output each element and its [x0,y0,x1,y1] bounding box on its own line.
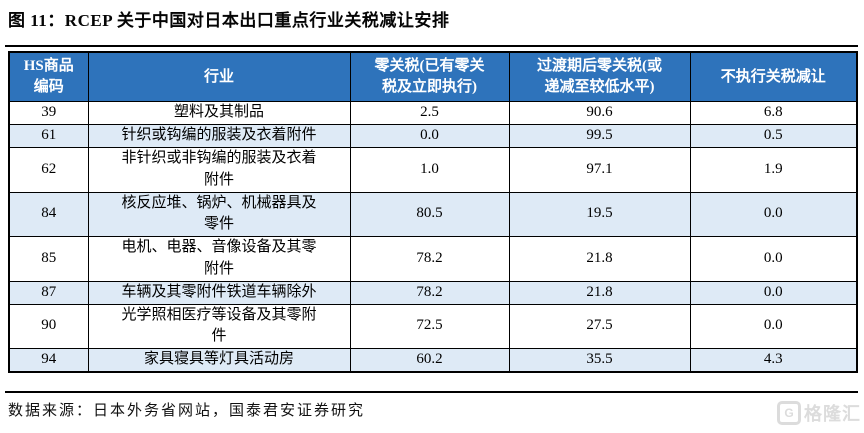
table-row: 61 针织或钩编的服装及衣着附件 0.0 99.5 0.5 [8,124,858,148]
table-row: 62 非针织或非钩编的服装及衣着 附件 1.0 97.1 1.9 [8,147,858,193]
table-header-row: HS商品 编码 行业 零关税(已有零关 税及立即执行) 过渡期后零关税(或 递减… [8,51,858,102]
zero-tariff-cell: 72.5 [349,303,510,349]
industry-cell: 电机、电器、音像设备及其零 附件 [87,236,351,282]
bottom-rule [5,391,858,393]
no-reduction-cell: 4.3 [689,348,858,373]
hs-code-cell: 39 [8,101,89,125]
post-transition-cell: 90.6 [508,101,691,125]
industry-cell: 针织或钩编的服装及衣着附件 [87,124,351,148]
table-body: 39 塑料及其制品 2.5 90.6 6.8 61 针织或钩编的服装及衣着附件 … [8,101,858,373]
no-reduction-cell: 1.9 [689,147,858,193]
post-transition-cell: 97.1 [508,147,691,193]
figure-title: 图 11：RCEP 关于中国对日本出口重点行业关税减让安排 [8,11,450,30]
zero-tariff-cell: 2.5 [349,101,510,125]
table-row: 84 核反应堆、锅炉、机械器具及 零件 80.5 19.5 0.0 [8,191,858,237]
zero-tariff-cell: 0.0 [349,124,510,148]
hs-code-cell: 85 [8,236,89,282]
industry-cell: 车辆及其零附件铁道车辆除外 [87,280,351,305]
post-transition-cell: 21.8 [508,236,691,282]
industry-cell: 光学照相医疗等设备及其零附 件 [87,303,351,349]
gelonghui-logo-icon: G [777,401,801,425]
table-row: 90 光学照相医疗等设备及其零附 件 72.5 27.5 0.0 [8,303,858,349]
hs-code-cell: 62 [8,147,89,193]
post-transition-cell: 35.5 [508,348,691,373]
gelonghui-watermark: G 格隆汇 [777,400,861,426]
col-header-zero-tariff: 零关税(已有零关 税及立即执行) [349,51,510,102]
zero-tariff-cell: 1.0 [349,147,510,193]
zero-tariff-cell: 80.5 [349,191,510,237]
no-reduction-cell: 0.5 [689,124,858,148]
post-transition-cell: 19.5 [508,191,691,237]
hs-code-cell: 84 [8,191,89,237]
table-row: 85 电机、电器、音像设备及其零 附件 78.2 21.8 0.0 [8,236,858,282]
data-source-note: 数据来源：日本外务省网站，国泰君安证券研究 [8,403,366,419]
table-row: 94 家具寝具等灯具活动房 60.2 35.5 4.3 [8,348,858,373]
zero-tariff-cell: 78.2 [349,280,510,305]
table-row: 39 塑料及其制品 2.5 90.6 6.8 [8,101,858,125]
no-reduction-cell: 0.0 [689,303,858,349]
zero-tariff-cell: 78.2 [349,236,510,282]
hs-code-cell: 61 [8,124,89,148]
col-header-no-reduction: 不执行关税减让 [689,51,858,102]
post-transition-cell: 99.5 [508,124,691,148]
top-rule [5,45,858,47]
tariff-table: HS商品 编码 行业 零关税(已有零关 税及立即执行) 过渡期后零关税(或 递减… [8,51,858,373]
industry-cell: 塑料及其制品 [87,101,351,125]
post-transition-cell: 27.5 [508,303,691,349]
gelonghui-logo-text: 格隆汇 [804,404,861,424]
table-row: 87 车辆及其零附件铁道车辆除外 78.2 21.8 0.0 [8,280,858,305]
industry-cell: 家具寝具等灯具活动房 [87,348,351,373]
col-header-hs-code: HS商品 编码 [8,51,89,102]
no-reduction-cell: 0.0 [689,280,858,305]
hs-code-cell: 90 [8,303,89,349]
col-header-post-transition: 过渡期后零关税(或 递减至较低水平) [508,51,691,102]
no-reduction-cell: 0.0 [689,236,858,282]
hs-code-cell: 87 [8,280,89,305]
no-reduction-cell: 0.0 [689,191,858,237]
hs-code-cell: 94 [8,348,89,373]
zero-tariff-cell: 60.2 [349,348,510,373]
industry-cell: 核反应堆、锅炉、机械器具及 零件 [87,191,351,237]
post-transition-cell: 21.8 [508,280,691,305]
industry-cell: 非针织或非钩编的服装及衣着 附件 [87,147,351,193]
col-header-industry: 行业 [87,51,351,102]
no-reduction-cell: 6.8 [689,101,858,125]
